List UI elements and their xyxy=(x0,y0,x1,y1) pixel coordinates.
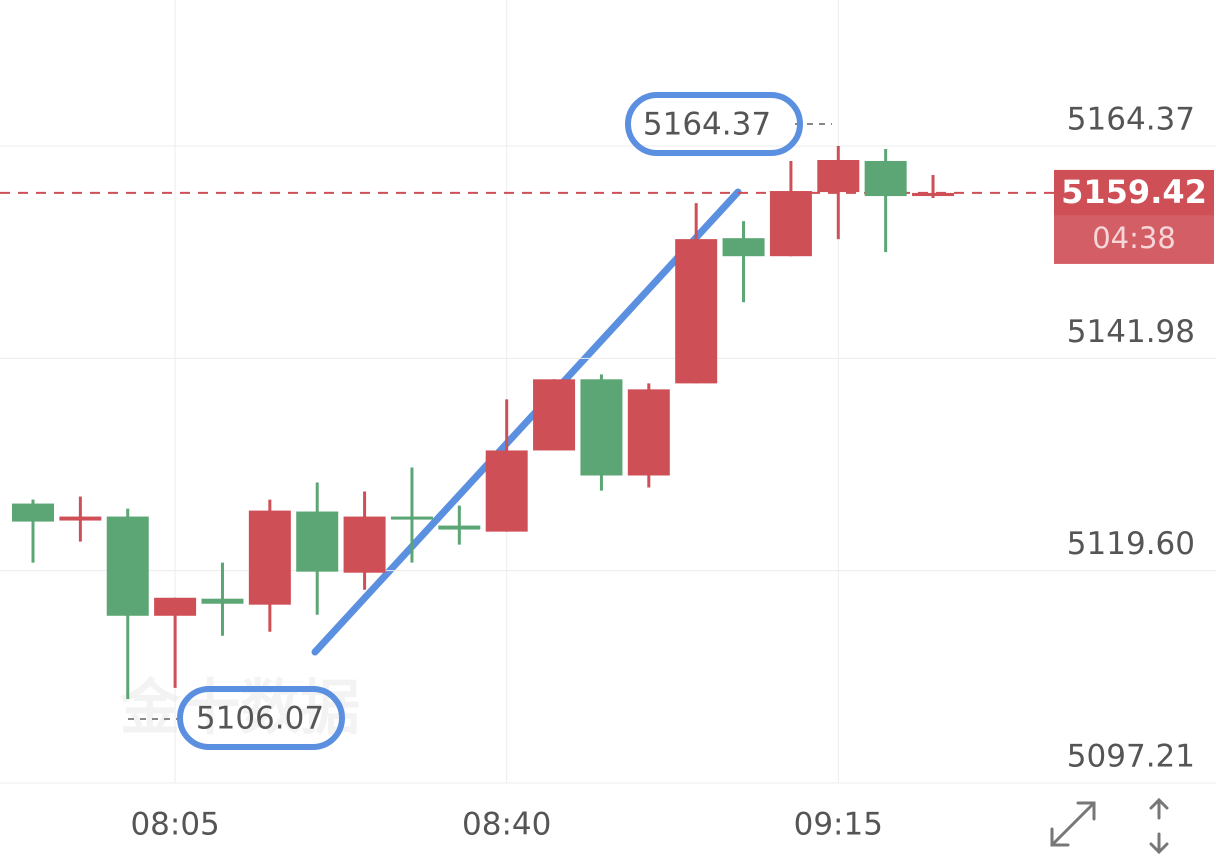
min-label: 5106.07 xyxy=(196,700,324,736)
x-tick-label: 09:15 xyxy=(794,807,883,843)
y-tick-label: 5097.21 xyxy=(1067,739,1195,775)
max-label: 5164.37 xyxy=(643,106,771,142)
last-price-label: 5159.42 xyxy=(1061,173,1207,211)
x-tick-label: 08:40 xyxy=(462,807,551,843)
watermark: 金十数据 xyxy=(120,674,360,744)
candle-body xyxy=(627,389,670,476)
countdown-box xyxy=(1054,215,1214,264)
countdown-label: 04:38 xyxy=(1092,221,1176,255)
y-tick-label: 5141.98 xyxy=(1067,314,1195,350)
candle-body xyxy=(722,238,765,257)
candle-body xyxy=(580,379,623,476)
y-tick-label: 5119.60 xyxy=(1067,526,1195,562)
candle-body xyxy=(106,516,149,616)
candle-body xyxy=(390,516,433,520)
last-price-box xyxy=(1054,169,1214,216)
grid xyxy=(0,0,1216,784)
candle-body xyxy=(154,597,197,616)
trend-line xyxy=(311,188,742,656)
candle-body xyxy=(343,516,386,573)
candle-body xyxy=(438,525,481,530)
fullscreen-icon[interactable] xyxy=(1050,801,1096,847)
candle-body xyxy=(59,516,102,521)
candle-body xyxy=(769,191,812,257)
candle-body xyxy=(817,160,860,193)
candle-body xyxy=(12,503,54,522)
candle-body xyxy=(248,510,291,605)
candle-body xyxy=(912,192,955,197)
max-highlight xyxy=(625,91,803,156)
min-highlight xyxy=(177,685,345,750)
candle-body xyxy=(485,450,528,532)
candle-body xyxy=(296,511,339,572)
candle-body xyxy=(675,239,718,384)
candle-body xyxy=(201,598,244,604)
candle-body xyxy=(864,160,907,197)
y-tick-label: 5164.37 xyxy=(1067,101,1195,137)
x-tick-label: 08:05 xyxy=(130,807,219,843)
candle-body xyxy=(533,379,576,451)
scale-icon[interactable] xyxy=(1149,797,1169,855)
